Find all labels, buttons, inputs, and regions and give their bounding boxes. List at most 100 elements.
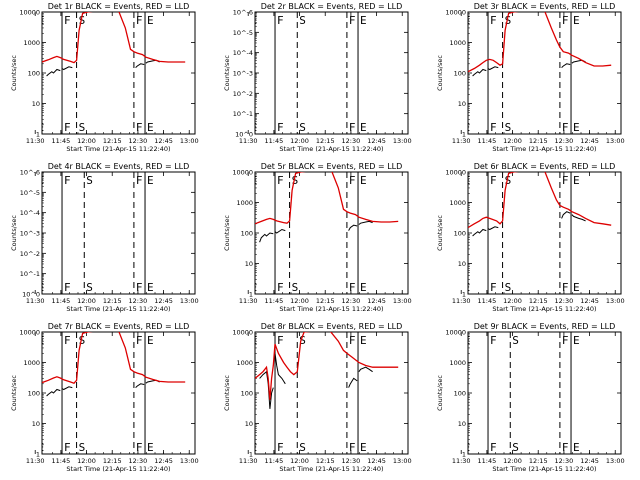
x-tick-label: 12:00 bbox=[503, 137, 522, 145]
series-events-line bbox=[348, 224, 358, 231]
chart-panel-7: Det 7r BLACK = Events, RED = LLD 11:30 11:… bbox=[10, 322, 199, 473]
marker-label: F bbox=[490, 174, 497, 187]
marker-label: E bbox=[573, 334, 580, 347]
y-axis-label: Counts/sec bbox=[10, 215, 18, 251]
x-tick-label: 11:30 bbox=[26, 297, 45, 305]
marker-label-bottom: F bbox=[136, 121, 143, 134]
x-tick-label: 11:45 bbox=[52, 457, 71, 465]
y-tick-label: 100 bbox=[28, 70, 40, 78]
y-tick-label: 10000 bbox=[232, 169, 253, 177]
x-tick-label: 12:30 bbox=[342, 297, 361, 305]
marker-label-bottom: F bbox=[136, 441, 143, 454]
y-tick-label: 1000 bbox=[236, 199, 253, 207]
y-axis-label: Counts/sec bbox=[10, 55, 18, 91]
y-axis-label: Counts/sec bbox=[436, 375, 444, 411]
x-tick-label: 12:30 bbox=[129, 137, 148, 145]
x-tick-label: 11:45 bbox=[265, 297, 284, 305]
marker-label-bottom: F bbox=[490, 441, 497, 454]
marker-label-bottom: E bbox=[463, 281, 470, 294]
marker-label: F bbox=[277, 14, 284, 27]
y-tick-label: 10^-4 bbox=[20, 209, 40, 217]
y-tick-label: 100 bbox=[241, 390, 253, 398]
chart-panel-8: Det 8r BLACK = Events, RED = LLD 11:30 11:… bbox=[223, 322, 412, 473]
y-tick-label: 10 bbox=[245, 260, 253, 268]
marker-label-bottom: E bbox=[360, 121, 367, 134]
x-tick-label: 13:00 bbox=[393, 297, 412, 305]
y-tick-label: 10 bbox=[32, 420, 40, 428]
y-tick-label: 10000 bbox=[232, 329, 253, 337]
marker-label-bottom: F bbox=[277, 281, 284, 294]
marker-label-bottom: F bbox=[64, 441, 71, 454]
marker-label: E bbox=[147, 14, 154, 27]
marker-label-bottom: F bbox=[562, 441, 569, 454]
y-axis-label: Counts/sec bbox=[436, 55, 444, 91]
x-tick-label: 12:15 bbox=[103, 457, 122, 465]
x-tick-label: 13:00 bbox=[393, 137, 412, 145]
y-axis-label: Counts/sec bbox=[223, 215, 231, 251]
series-events-line bbox=[274, 228, 286, 234]
y-tick-label: 1000 bbox=[23, 359, 40, 367]
y-tick-label: 10 bbox=[32, 100, 40, 108]
plot-frame bbox=[467, 11, 622, 135]
series-events-line bbox=[561, 211, 571, 219]
y-tick-label: 10^-6 bbox=[20, 169, 40, 177]
marker-label: F bbox=[562, 334, 569, 347]
plot-frame bbox=[467, 171, 622, 295]
chart-title: Det 7r BLACK = Events, RED = LLD bbox=[48, 322, 190, 331]
x-tick-label: 12:45 bbox=[154, 297, 173, 305]
marker-label: E bbox=[250, 14, 257, 27]
marker-label: F bbox=[349, 14, 356, 27]
x-tick-label: 12:00 bbox=[503, 457, 522, 465]
x-tick-label: 12:00 bbox=[503, 297, 522, 305]
y-tick-label: 1000 bbox=[449, 359, 466, 367]
chart-title: Det 9r BLACK = Events, RED = LLD bbox=[474, 322, 616, 331]
plot-frame bbox=[254, 11, 409, 135]
x-axis-label: Start Time (21-Apr-15 11:22:40) bbox=[66, 145, 170, 153]
marker-label-bottom: E bbox=[250, 441, 257, 454]
marker-label: F bbox=[349, 334, 356, 347]
marker-label: F bbox=[64, 174, 71, 187]
y-axis-label: Counts/sec bbox=[223, 375, 231, 411]
x-tick-label: 12:30 bbox=[555, 297, 574, 305]
marker-label-bottom: F bbox=[277, 441, 284, 454]
x-tick-label: 11:45 bbox=[52, 297, 71, 305]
marker-label-bottom: F bbox=[562, 121, 569, 134]
marker-label: F bbox=[490, 334, 497, 347]
marker-label: E bbox=[360, 14, 367, 27]
chart-title: Det 5r BLACK = Events, RED = LLD bbox=[261, 162, 403, 171]
series-events-line bbox=[561, 63, 571, 68]
marker-label-bottom: F bbox=[349, 281, 356, 294]
y-tick-label: 1000 bbox=[449, 39, 466, 47]
x-tick-label: 12:30 bbox=[342, 137, 361, 145]
series-events-line bbox=[135, 63, 145, 68]
series-lld-line bbox=[468, 172, 612, 229]
marker-label-bottom: F bbox=[64, 281, 71, 294]
y-tick-label: 10000 bbox=[19, 9, 40, 17]
y-tick-label: 1 bbox=[249, 451, 253, 459]
series-lld-line bbox=[42, 332, 186, 384]
x-tick-label: 12:15 bbox=[529, 137, 548, 145]
x-tick-label: 11:30 bbox=[452, 297, 471, 305]
marker-label-bottom: E bbox=[360, 441, 367, 454]
y-tick-label: 10^-6 bbox=[233, 9, 253, 17]
marker-label: S bbox=[505, 174, 512, 187]
marker-label: E bbox=[147, 334, 154, 347]
chart-title: Det 3r BLACK = Events, RED = LLD bbox=[474, 2, 616, 11]
marker-label-bottom: S bbox=[79, 121, 86, 134]
y-tick-label: 10000 bbox=[445, 329, 466, 337]
x-tick-label: 13:00 bbox=[606, 137, 625, 145]
x-tick-label: 11:30 bbox=[452, 457, 471, 465]
chart-panel-9: Det 9r BLACK = Events, RED = LLD 11:30 11:… bbox=[436, 322, 625, 473]
series-events-line bbox=[46, 68, 61, 77]
series-events-line bbox=[487, 226, 499, 231]
marker-label-bottom: E bbox=[37, 441, 44, 454]
y-tick-label: 10^-5 bbox=[20, 189, 40, 197]
x-tick-label: 12:45 bbox=[580, 297, 599, 305]
marker-label: F bbox=[136, 174, 143, 187]
marker-label-bottom: E bbox=[37, 281, 44, 294]
marker-label-bottom: E bbox=[250, 121, 257, 134]
marker-label: E bbox=[37, 334, 44, 347]
